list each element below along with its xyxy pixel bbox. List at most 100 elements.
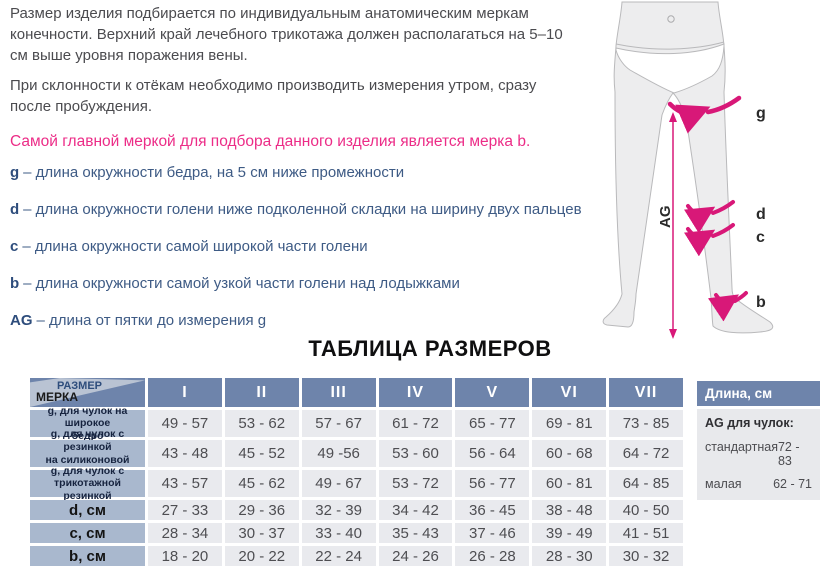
ag-arrow-icon: [669, 112, 677, 339]
corner-size-label: РАЗМЕР: [56, 380, 103, 392]
size-cell: 73 - 85: [609, 410, 683, 437]
diagram-label-b: b: [756, 294, 766, 311]
d-arrow-icon: [684, 200, 735, 234]
size-cell: 20 - 22: [224, 546, 299, 566]
size-cell: 57 - 67: [301, 410, 376, 437]
length-panel: Длина, см AG для чулок: стандартная 72 -…: [697, 381, 820, 500]
measure-letter: AG: [10, 312, 33, 329]
diagram-label-ag: AG: [657, 206, 674, 229]
c-arrow-icon: [684, 223, 735, 257]
size-column-header: V: [455, 378, 530, 407]
measure-desc: – длина окружности бедра, на 5 см ниже п…: [23, 164, 405, 181]
size-cell: 34 - 42: [378, 500, 453, 520]
size-cell: 53 - 62: [224, 410, 299, 437]
size-cell: 35 - 43: [378, 523, 453, 543]
row-label: d, см: [30, 500, 145, 520]
figure-silhouette: [602, 1, 774, 334]
length-panel-header: Длина, см: [697, 381, 820, 406]
size-cell: 18 - 20: [148, 546, 222, 566]
size-column-header: IV: [378, 378, 453, 407]
measurement-def-d: d – длина окружности голени ниже подколен…: [10, 201, 650, 218]
measurement-def-b: b – длина окружности самой узкой части го…: [10, 275, 650, 292]
size-cell: 28 - 34: [148, 523, 222, 543]
size-cell: 32 - 39: [301, 500, 376, 520]
size-cell: 56 - 64: [455, 440, 530, 467]
size-column-header: III: [301, 378, 376, 407]
size-cell: 56 - 77: [455, 470, 530, 497]
size-cell: 43 - 48: [148, 440, 222, 467]
size-cell: 60 - 81: [532, 470, 607, 497]
size-cell: 22 - 24: [301, 546, 376, 566]
measurement-def-ag: AG – длина от пятки до измерения g: [10, 312, 650, 329]
row-label: g, для чулок на широкое бедро: [30, 405, 145, 442]
size-cell: 45 - 62: [224, 470, 299, 497]
measure-desc: – длина окружности самой широкой части г…: [22, 238, 368, 255]
size-cell: 53 - 72: [378, 470, 453, 497]
size-cell: 37 - 46: [455, 523, 530, 543]
table-corner-cell: РАЗМЕР МЕРКА: [30, 378, 145, 407]
size-cell: 49 -56: [301, 440, 376, 467]
size-cell: 38 - 48: [532, 500, 607, 520]
size-cell: 33 - 40: [301, 523, 376, 543]
length-value: 72 - 83: [777, 440, 800, 468]
corner-merka-label: МЕРКА: [36, 390, 78, 404]
intro-paragraph-1: Размер изделия подбирается по индивидуал…: [10, 5, 563, 64]
leg-diagram: g d c b AG: [602, 1, 774, 339]
length-panel-body: AG для чулок: стандартная 72 - 83 малая …: [697, 409, 820, 500]
size-cell: 64 - 85: [609, 470, 683, 497]
size-table: РАЗМЕР МЕРКА I II III IV V VI VII g, для чулок …: [30, 378, 683, 566]
size-cell: 29 - 36: [224, 500, 299, 520]
diagram-label-c: c: [756, 229, 765, 246]
b-arrow-icon: [707, 291, 748, 322]
size-cell: 65 - 77: [455, 410, 530, 437]
size-cell: 36 - 45: [455, 500, 530, 520]
size-cell: 60 - 68: [532, 440, 607, 467]
size-cell: 28 - 30: [532, 546, 607, 566]
size-column-header: I: [148, 378, 222, 407]
measure-letter: g: [10, 164, 20, 181]
diagram-label-d: d: [756, 206, 766, 223]
measure-desc: – длина от пятки до измерения g: [36, 312, 267, 329]
length-row-small: малая 62 - 71: [705, 477, 812, 491]
size-cell: 30 - 32: [609, 546, 683, 566]
intro-paragraph-2: При склонности к отёкам необходимо произ…: [10, 77, 537, 115]
size-column-header: VI: [532, 378, 607, 407]
size-cell: 53 - 60: [378, 440, 453, 467]
length-panel-subheader: AG для чулок:: [705, 416, 794, 430]
row-label: b, см: [30, 546, 145, 566]
size-cell: 43 - 57: [148, 470, 222, 497]
measurement-def-g: g – длина окружности бедра, на 5 см ниже …: [10, 164, 650, 181]
row-label: c, см: [30, 523, 145, 543]
size-cell: 69 - 81: [532, 410, 607, 437]
row-label: g, для чулок с трикотажной резинкой: [30, 465, 145, 502]
size-cell: 61 - 72: [378, 410, 453, 437]
size-cell: 45 - 52: [224, 440, 299, 467]
size-column-header: II: [224, 378, 299, 407]
size-cell: 49 - 67: [301, 470, 376, 497]
size-cell: 24 - 26: [378, 546, 453, 566]
intro-highlight: Самой главной меркой для подбора данного…: [10, 133, 531, 150]
length-name: стандартная: [705, 440, 778, 454]
measure-letter: b: [10, 275, 20, 292]
navel-icon: [667, 15, 675, 23]
size-cell: 64 - 72: [609, 440, 683, 467]
measurement-def-c: c – длина окружности самой широкой части …: [10, 238, 650, 255]
length-row-standard: стандартная 72 - 83: [705, 440, 812, 468]
underwear-shape: [615, 43, 725, 94]
size-cell: 30 - 37: [224, 523, 299, 543]
measure-desc: – длина окружности голени ниже подколенн…: [23, 201, 582, 218]
size-cell: 41 - 51: [609, 523, 683, 543]
size-cell: 27 - 33: [148, 500, 222, 520]
size-column-header: VII: [609, 378, 683, 407]
size-cell: 40 - 50: [609, 500, 683, 520]
length-name: малая: [705, 477, 742, 491]
measure-letter: c: [10, 238, 19, 255]
waist-line: [615, 41, 725, 50]
size-table-title: ТАБЛИЦА РАЗМЕРОВ: [308, 336, 552, 361]
g-arrow-icon: [667, 95, 742, 134]
length-value: 62 - 71: [773, 477, 812, 491]
measure-desc: – длина окружности самой узкой части гол…: [23, 275, 460, 292]
measure-letter: d: [10, 201, 20, 218]
size-cell: 26 - 28: [455, 546, 530, 566]
